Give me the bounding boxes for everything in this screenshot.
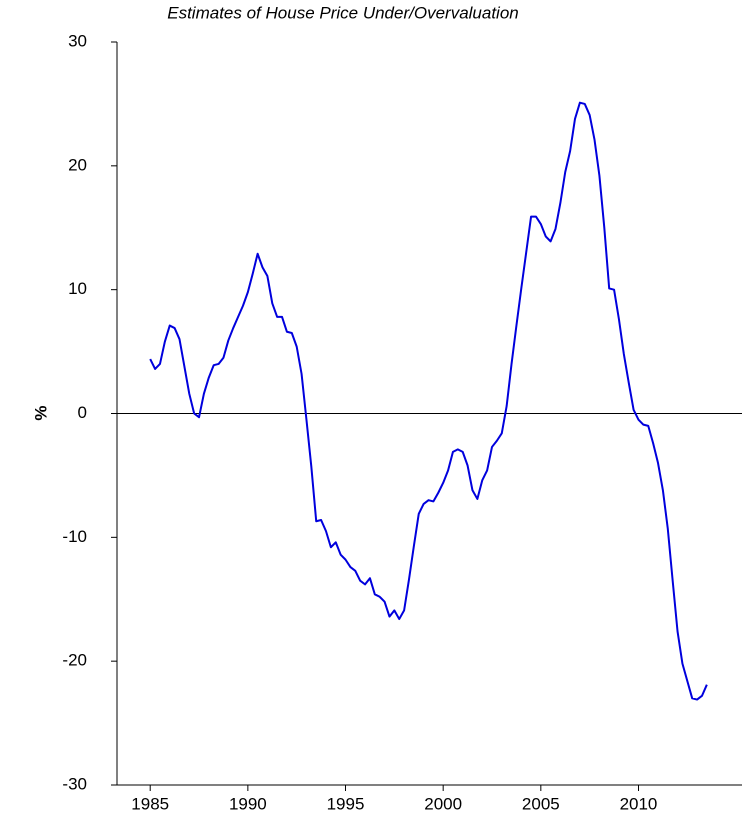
y-tick-label: -30	[62, 774, 87, 793]
x-tick-label: 2000	[424, 794, 462, 813]
y-tick-label: 30	[68, 31, 87, 50]
y-tick-label: 10	[68, 279, 87, 298]
x-tick-label: 1995	[327, 794, 365, 813]
y-axis-label: %	[31, 405, 50, 420]
chart-title: Estimates of House Price Under/Overvalua…	[167, 3, 519, 22]
x-tick-label: 2005	[522, 794, 560, 813]
y-tick-label: -20	[62, 651, 87, 670]
y-tick-label: -10	[62, 527, 87, 546]
x-tick-label: 1985	[131, 794, 169, 813]
x-tick-label: 1990	[229, 794, 267, 813]
y-tick-label: 20	[68, 155, 87, 174]
line-series	[149, 101, 708, 701]
y-tick-label: 0	[78, 403, 87, 422]
x-tick-label: 2010	[620, 794, 658, 813]
